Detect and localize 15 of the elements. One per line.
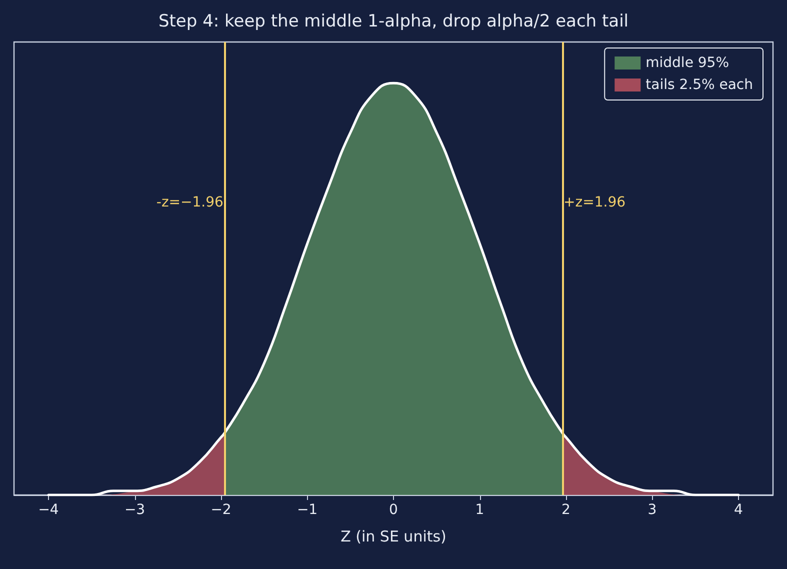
x-tick-label: 3 xyxy=(648,502,657,518)
chart-title: Step 4: keep the middle 1-alpha, drop alpha/2 each tail xyxy=(158,12,629,32)
x-tick-label: −3 xyxy=(124,502,146,518)
x-tick-label: 0 xyxy=(389,502,398,518)
ref-line-label: +z=1.96 xyxy=(564,194,626,211)
x-tick-label: 4 xyxy=(734,502,744,518)
x-tick-label: −1 xyxy=(296,502,318,518)
x-axis-title: Z (in SE units) xyxy=(340,528,446,546)
x-tick-label: −4 xyxy=(38,502,59,518)
legend-label: middle 95% xyxy=(646,55,730,71)
x-tick-label: −2 xyxy=(210,502,232,518)
legend-label: tails 2.5% each xyxy=(646,77,754,93)
x-tick-label: 2 xyxy=(562,502,570,518)
x-tick-label: 1 xyxy=(475,502,484,518)
ref-line-label: -z=−1.96 xyxy=(156,194,224,211)
